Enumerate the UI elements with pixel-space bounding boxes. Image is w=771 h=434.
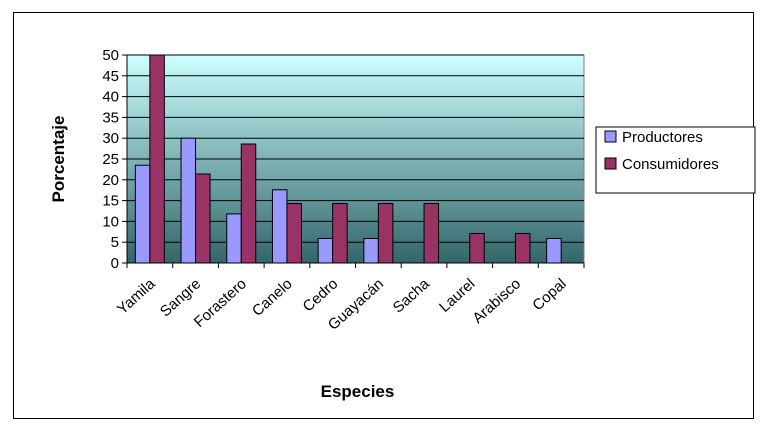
bar-consumidores-yamila — [149, 54, 165, 264]
x-tick-label: Copal — [529, 275, 570, 314]
legend-label-productores: Productores — [622, 129, 703, 146]
bar-consumidores-arabisco — [514, 232, 531, 264]
y-tick-label: 5 — [111, 234, 119, 251]
y-tick-label: 0 — [111, 255, 119, 272]
gridlines — [127, 54, 584, 243]
x-axis-title: Especies — [321, 382, 395, 401]
x-tick-label: Sacha — [390, 275, 433, 317]
y-tick-label: 30 — [102, 130, 119, 147]
bar-consumidores-guayacán — [377, 203, 394, 264]
legend-swatch-consumidores — [604, 157, 617, 170]
bar-consumidores-sacha — [423, 203, 440, 264]
bar-consumidores-laurel — [469, 232, 485, 264]
y-tick-labels: 0 5 10 15 20 25 30 35 40 45 50 — [102, 47, 119, 272]
bar-productores-cedro — [317, 237, 334, 264]
bar-productores-sangre — [180, 137, 197, 264]
y-tick-label: 25 — [102, 151, 119, 168]
x-tick-label: Canelo — [249, 275, 296, 319]
bar-consumidores-sangre — [195, 173, 211, 264]
y-tick-label: 10 — [102, 213, 119, 230]
x-tick-label: Yamila — [114, 275, 159, 318]
x-tick-label: Laurel — [436, 275, 478, 316]
legend-swatch-productores — [604, 130, 617, 143]
y-tick-label: 15 — [102, 193, 119, 210]
y-axis-title: Porcentaje — [49, 116, 68, 203]
bar-consumidores-forastero — [240, 143, 257, 264]
bar-productores-copal — [546, 237, 562, 264]
y-tick-label: 20 — [102, 172, 119, 189]
legend-box — [595, 126, 756, 194]
x-tick-label: Arabisco — [469, 275, 524, 327]
bars — [134, 54, 562, 264]
y-tick-label: 40 — [102, 89, 119, 106]
legend: Productores Consumidores — [595, 126, 756, 194]
legend-label-consumidores: Consumidores — [622, 156, 719, 173]
y-tick-label: 45 — [102, 68, 119, 85]
y-tick-label: 50 — [102, 47, 119, 64]
bar-productores-yamila — [134, 164, 151, 264]
axes — [122, 54, 585, 268]
x-tick-label: Cedro — [300, 275, 342, 315]
bar-productores-forastero — [226, 213, 242, 264]
bar-productores-guayacán — [363, 237, 379, 264]
bar-consumidores-cedro — [332, 203, 348, 264]
bar-consumidores-canelo — [286, 203, 302, 264]
y-tick-label: 35 — [102, 109, 119, 126]
bar-productores-canelo — [271, 189, 288, 264]
